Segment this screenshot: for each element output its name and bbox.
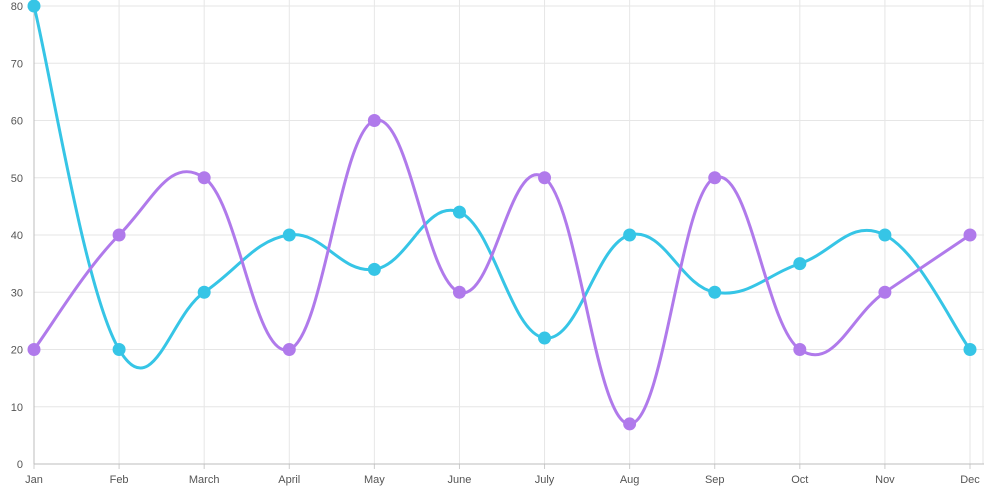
- y-tick-label: 30: [11, 287, 23, 299]
- y-tick-label: 80: [11, 1, 23, 13]
- x-tick-label: Dec: [960, 474, 980, 486]
- x-tick-label: Sep: [705, 474, 725, 486]
- data-point[interactable]: [112, 343, 126, 356]
- x-tick-label: July: [535, 474, 555, 486]
- data-point[interactable]: [878, 285, 892, 299]
- data-point[interactable]: [452, 205, 466, 219]
- data-point[interactable]: [963, 343, 977, 356]
- series-layer: [27, 0, 977, 431]
- data-point[interactable]: [538, 171, 552, 185]
- x-tick-label: Nov: [875, 474, 895, 486]
- x-tick-label: March: [189, 474, 220, 486]
- data-point[interactable]: [793, 257, 807, 271]
- data-point[interactable]: [878, 228, 892, 242]
- series-2: [27, 114, 977, 431]
- data-point[interactable]: [538, 331, 552, 345]
- series-1: [27, 0, 977, 370]
- data-point[interactable]: [793, 343, 807, 356]
- y-axis-tick-labels: 0 10 20 30 40 50 60 70 80: [11, 1, 23, 471]
- data-point[interactable]: [708, 171, 722, 185]
- data-point[interactable]: [623, 228, 637, 242]
- axes: [33, 0, 984, 469]
- y-tick-label: 10: [11, 402, 23, 414]
- y-tick-label: 60: [11, 116, 23, 128]
- x-tick-label: Feb: [110, 474, 129, 486]
- data-point[interactable]: [452, 285, 466, 299]
- x-tick-label: Aug: [620, 474, 640, 486]
- x-tick-label: June: [448, 474, 472, 486]
- x-tick-label: May: [364, 474, 385, 486]
- x-tick-label: Jan: [25, 474, 43, 486]
- y-tick-label: 0: [17, 459, 23, 471]
- data-point[interactable]: [282, 228, 296, 242]
- series-line: [32, 118, 971, 426]
- data-point[interactable]: [367, 262, 381, 276]
- data-point[interactable]: [367, 114, 381, 127]
- y-tick-label: 40: [11, 230, 23, 242]
- x-axis-tick-labels: Jan Feb March April May June July Aug Sep Oct Nov D…: [25, 474, 980, 486]
- y-tick-label: 70: [11, 58, 23, 70]
- x-tick-label: Oct: [791, 474, 808, 486]
- grid: [33, 0, 984, 465]
- data-point[interactable]: [708, 285, 722, 299]
- data-point[interactable]: [27, 0, 41, 13]
- data-point[interactable]: [623, 417, 637, 431]
- y-tick-label: 50: [11, 173, 23, 185]
- series-line: [32, 5, 972, 370]
- data-point[interactable]: [197, 171, 211, 185]
- data-point[interactable]: [963, 228, 977, 242]
- data-point[interactable]: [282, 343, 296, 356]
- y-tick-label: 20: [11, 345, 23, 357]
- data-point[interactable]: [27, 343, 41, 356]
- data-point[interactable]: [197, 285, 211, 299]
- x-tick-label: April: [278, 474, 300, 486]
- data-point[interactable]: [112, 228, 126, 242]
